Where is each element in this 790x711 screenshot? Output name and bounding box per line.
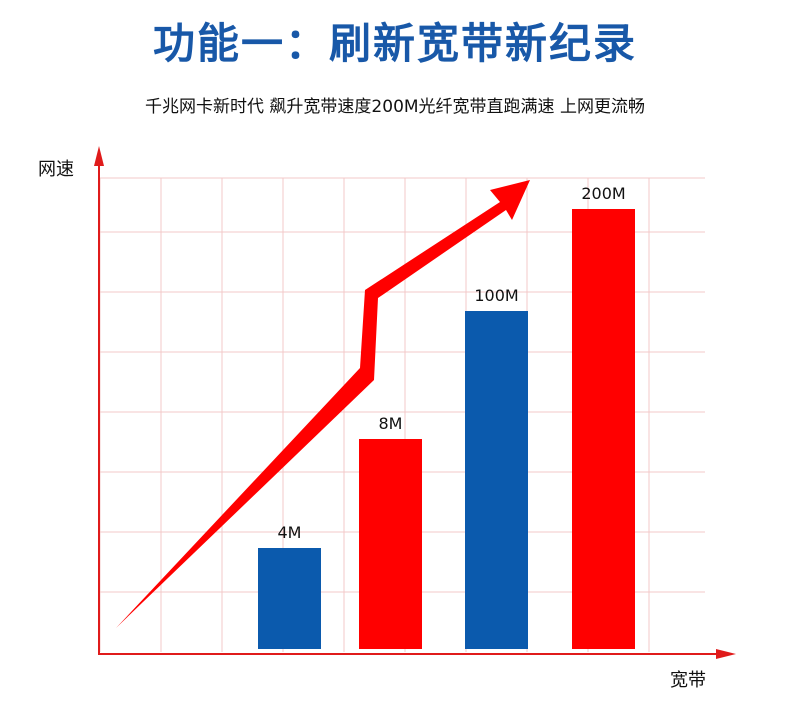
data-label-8M: 8M [379,414,403,433]
data-label-200M: 200M [581,184,625,203]
data-label-100M: 100M [474,286,518,305]
bar-100M [465,311,528,649]
chart-bars: 4M 8M 100M 200M [258,184,635,649]
page-title: 功能一：刷新宽带新纪录 [152,19,637,68]
x-axis-label: 宽带 [670,670,706,691]
y-axis-label: 网速 [38,159,74,180]
x-axis-arrowhead [716,649,736,659]
data-label-4M: 4M [278,523,302,542]
bar-4M [258,548,321,649]
bar-200M [572,209,635,649]
chart-axes [94,146,736,659]
bar-8M [359,439,422,649]
page-subtitle: 千兆网卡新时代 飙升宽带速度200M光纤宽带直跑满速 上网更流畅 [145,97,645,117]
y-axis-arrowhead [94,146,104,166]
